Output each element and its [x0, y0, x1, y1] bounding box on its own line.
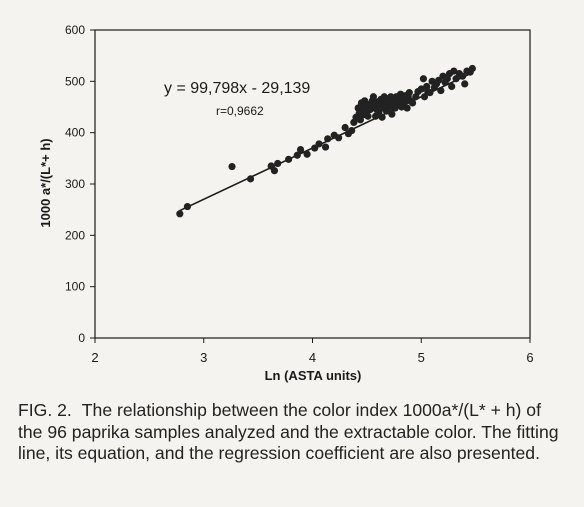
- data-point: [426, 89, 434, 97]
- data-point: [284, 155, 293, 163]
- data-points: [176, 64, 476, 218]
- data-point: [303, 150, 311, 158]
- data-point: [246, 175, 255, 183]
- x-tick-label: 6: [526, 350, 533, 365]
- data-point: [183, 202, 192, 211]
- data-point: [274, 159, 282, 168]
- x-tick-label: 4: [309, 350, 316, 365]
- data-point: [461, 80, 469, 88]
- data-point: [335, 134, 343, 142]
- caption-label: FIG. 2.: [18, 400, 72, 420]
- data-point: [458, 72, 467, 80]
- data-point: [450, 67, 458, 75]
- data-point: [315, 140, 323, 148]
- data-point: [293, 151, 301, 159]
- data-point: [296, 146, 305, 154]
- data-point: [341, 123, 349, 132]
- data-point: [420, 93, 429, 101]
- x-tick-labels: 2 3 4 5 6: [91, 338, 534, 365]
- caption-text: The relationship between the color index…: [18, 400, 559, 463]
- y-tick-label: 200: [65, 228, 85, 242]
- data-point: [270, 167, 279, 175]
- data-point: [324, 135, 332, 143]
- data-point: [321, 143, 330, 151]
- data-point: [388, 110, 396, 118]
- data-point: [364, 112, 372, 120]
- data-point: [417, 85, 425, 93]
- x-axis-label: Ln (ASTA units): [265, 368, 362, 383]
- y-tick-label: 600: [65, 23, 85, 37]
- data-point: [369, 93, 377, 101]
- data-point: [448, 82, 456, 91]
- r-annotation: r=0,9662: [216, 104, 264, 118]
- data-point: [403, 104, 411, 112]
- y-tick-label: 500: [65, 74, 85, 88]
- data-point: [437, 86, 445, 95]
- figure-caption: FIG. 2. The relationship between the colo…: [18, 400, 570, 465]
- y-tick-label: 400: [65, 126, 85, 140]
- data-point: [419, 75, 428, 83]
- equation-annotation: y = 99,798x - 29,139: [164, 80, 310, 97]
- y-tick-label: 100: [65, 280, 85, 294]
- data-point: [468, 64, 476, 73]
- scatter-chart: 0 100 200 300 400 500 600 2 3 4 5 6 y = 99,798x - …: [38, 23, 534, 383]
- y-tick-label: 300: [65, 177, 85, 191]
- data-point: [378, 113, 386, 121]
- data-point: [176, 210, 184, 218]
- data-point: [228, 162, 236, 171]
- x-tick-label: 2: [91, 350, 98, 365]
- data-point: [356, 116, 364, 124]
- data-point: [408, 99, 417, 107]
- data-point: [405, 89, 413, 97]
- y-tick-labels: 0 100 200 300 400 500 600: [65, 23, 95, 345]
- data-point: [348, 127, 356, 135]
- x-tick-label: 5: [418, 350, 425, 365]
- data-point: [452, 75, 460, 83]
- y-tick-label: 0: [78, 331, 85, 345]
- y-axis-label: 1000 a*/(L*+ h): [38, 138, 53, 227]
- x-tick-label: 3: [200, 350, 207, 365]
